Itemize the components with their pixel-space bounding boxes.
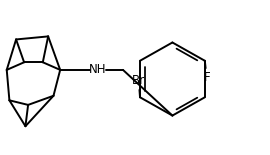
- Text: F: F: [204, 71, 211, 84]
- Text: Br: Br: [132, 74, 145, 87]
- Text: NH: NH: [89, 63, 106, 76]
